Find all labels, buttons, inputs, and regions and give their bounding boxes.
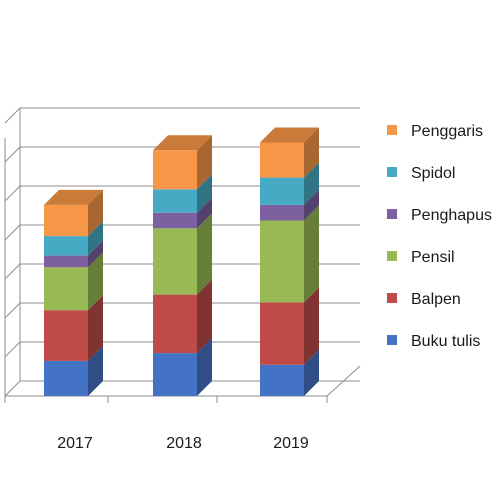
bar-segment-buku-tulis-2019: [260, 364, 304, 396]
bar-segment-penghapus-2019: [260, 204, 304, 221]
legend-swatch: [387, 125, 397, 135]
bar-top-2017: [44, 189, 103, 205]
bar-segment-penghapus-2018: [153, 212, 197, 229]
bar-segment-balpen-2019: [260, 302, 304, 365]
side-wall-gridline: [4, 263, 21, 280]
bar-segment-balpen-2017: [44, 310, 88, 361]
bar-segment-side-pensil-2017: [88, 252, 103, 311]
bar-segment-side-penghapus-2017: [88, 240, 103, 268]
bar-segment-side-penghapus-2019: [304, 189, 319, 221]
bar-top-2019: [260, 127, 319, 143]
legend-label: Spidol: [411, 165, 455, 182]
legend-swatch: [387, 293, 397, 303]
side-wall-gridline: [4, 302, 21, 319]
legend-swatch: [387, 335, 397, 345]
x-tick-label: 2019: [273, 435, 309, 452]
bar-segment-side-balpen-2018: [197, 279, 212, 354]
legend-label: Penghapus: [411, 207, 492, 224]
bar-segment-pensil-2019: [260, 220, 304, 303]
legend-label: Pensil: [411, 249, 455, 266]
bar-segment-side-spidol-2018: [197, 174, 212, 213]
bar-segment-side-balpen-2017: [88, 295, 103, 361]
legend-swatch: [387, 251, 397, 261]
side-wall-gridline: [4, 224, 21, 241]
legend-label: Buku tulis: [411, 333, 480, 350]
bar-segment-side-penggaris-2018: [197, 135, 212, 190]
legend-label: Balpen: [411, 291, 461, 308]
bar-segment-penghapus-2017: [44, 255, 88, 268]
bar-segment-side-penggaris-2019: [304, 127, 319, 178]
bar-segment-spidol-2019: [260, 177, 304, 205]
bar-top-2018: [153, 135, 212, 151]
legend-label: Penggaris: [411, 123, 483, 140]
bar-segment-penggaris-2017: [44, 204, 88, 237]
side-wall-gridline: [4, 185, 21, 202]
side-wall-gridline: [4, 146, 21, 163]
bar-segment-buku-tulis-2017: [44, 360, 88, 396]
bar-segment-balpen-2018: [153, 294, 197, 354]
legend-swatch: [387, 209, 397, 219]
bar-segment-pensil-2018: [153, 228, 197, 295]
bar-segment-penggaris-2019: [260, 142, 304, 178]
x-tick-label: 2018: [166, 435, 202, 452]
bar-segment-buku-tulis-2018: [153, 353, 197, 396]
bar-segment-side-pensil-2019: [304, 205, 319, 303]
bar-segment-side-buku-tulis-2019: [304, 349, 319, 396]
floor-right-edge: [326, 365, 361, 397]
bar-segment-side-buku-tulis-2017: [88, 345, 103, 396]
side-wall-gridline: [4, 341, 21, 358]
bar-segment-spidol-2018: [153, 189, 197, 213]
side-wall-gridline: [4, 380, 21, 397]
bar-segment-side-pensil-2018: [197, 213, 212, 295]
bar-segment-side-spidol-2017: [88, 221, 103, 256]
bar-segment-side-buku-tulis-2018: [197, 338, 212, 396]
bar-segment-side-spidol-2019: [304, 162, 319, 205]
bar-segment-side-penggaris-2017: [88, 189, 103, 237]
x-tick-label: 2017: [57, 435, 93, 452]
bar-segment-side-balpen-2019: [304, 287, 319, 365]
bar-segment-penggaris-2018: [153, 150, 197, 190]
bar-segment-pensil-2017: [44, 267, 88, 311]
bar-segment-side-penghapus-2018: [197, 197, 212, 229]
bar-segment-spidol-2017: [44, 236, 88, 256]
side-wall-gridline: [4, 107, 21, 124]
legend-swatch: [387, 167, 397, 177]
